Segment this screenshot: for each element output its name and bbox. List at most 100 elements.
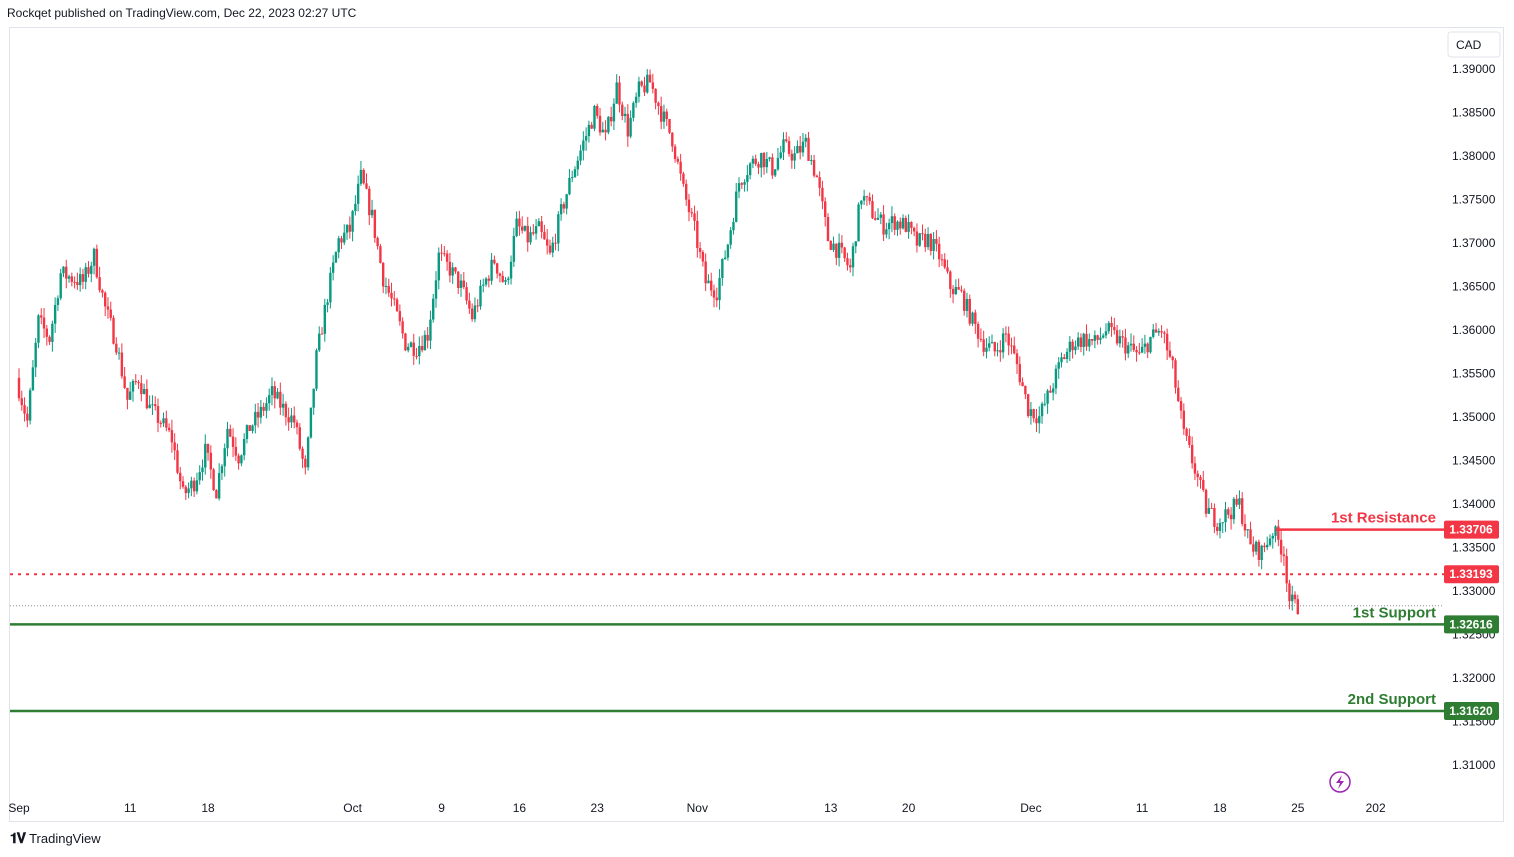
candle-body bbox=[965, 298, 969, 311]
candle-body bbox=[910, 221, 913, 228]
candle-body bbox=[395, 299, 399, 312]
candle-body bbox=[1193, 463, 1197, 474]
candle-body bbox=[793, 153, 796, 161]
time-axis: Sep 11 18 Oct 9 16 23 Nov 13 20 Dec 11 18 25 202 bbox=[8, 801, 1386, 815]
candle-body bbox=[946, 267, 949, 272]
candle-body bbox=[849, 265, 852, 268]
y-tick-label: 1.33500 bbox=[1452, 541, 1496, 555]
candle-body bbox=[523, 225, 527, 231]
candle-body bbox=[504, 279, 507, 282]
x-tick-label: 11 bbox=[124, 801, 137, 815]
candle-body bbox=[131, 381, 135, 392]
candle-body bbox=[59, 273, 62, 299]
candle-body bbox=[354, 203, 357, 212]
candle-body bbox=[1274, 526, 1277, 536]
candle-body bbox=[209, 452, 213, 470]
candle-body bbox=[1213, 507, 1216, 527]
candle-body bbox=[879, 214, 882, 218]
candle-body bbox=[159, 422, 162, 424]
candle-body bbox=[390, 292, 393, 299]
candle-body bbox=[629, 117, 632, 137]
candle-body bbox=[398, 311, 402, 322]
x-tick-label: 11 bbox=[1136, 801, 1149, 815]
candle-body bbox=[393, 298, 396, 300]
x-tick-label: Nov bbox=[687, 801, 708, 815]
candle-body bbox=[381, 262, 385, 287]
candle-body bbox=[167, 427, 171, 431]
candle-body bbox=[262, 406, 265, 411]
candle-body bbox=[323, 304, 326, 334]
candle-body bbox=[537, 221, 541, 227]
candle-body bbox=[824, 201, 827, 218]
candle-body bbox=[1282, 554, 1286, 557]
candle-body bbox=[1038, 416, 1041, 424]
candle-body bbox=[251, 425, 254, 431]
candle-body bbox=[829, 241, 832, 250]
candle-body bbox=[95, 248, 99, 278]
candle-body bbox=[587, 124, 591, 137]
candle-body bbox=[1249, 529, 1252, 545]
currency-badge[interactable]: CAD bbox=[1447, 31, 1501, 58]
candle-body bbox=[223, 448, 226, 467]
candle-body bbox=[507, 278, 510, 280]
candle-body bbox=[1257, 541, 1261, 560]
candle-body bbox=[1076, 337, 1080, 347]
candle-body bbox=[1065, 351, 1069, 360]
candle-body bbox=[409, 342, 413, 347]
candle-body bbox=[1252, 544, 1255, 552]
candle-body bbox=[1266, 544, 1269, 548]
candle-body bbox=[526, 225, 529, 243]
candle-body bbox=[757, 164, 760, 168]
candle-body bbox=[718, 277, 721, 301]
lightning-icon[interactable] bbox=[1329, 771, 1351, 793]
candle-body bbox=[40, 315, 43, 318]
candle-body bbox=[165, 418, 168, 428]
candle-body bbox=[882, 214, 885, 235]
candle-body bbox=[1085, 333, 1088, 347]
candle-body bbox=[81, 274, 85, 282]
candle-body bbox=[893, 216, 896, 230]
candle-body bbox=[1004, 333, 1008, 335]
candle-body bbox=[915, 231, 919, 246]
candle-body bbox=[84, 267, 87, 282]
candle-body bbox=[996, 350, 999, 352]
candle-body bbox=[1174, 360, 1177, 388]
candle-body bbox=[337, 238, 340, 253]
footer-brand[interactable]: TradingView bbox=[29, 831, 101, 846]
candle-body bbox=[754, 158, 757, 165]
candle-body bbox=[476, 305, 479, 307]
x-tick-label: 18 bbox=[201, 801, 215, 815]
x-tick-label: Oct bbox=[343, 801, 362, 815]
candle-body bbox=[693, 213, 696, 221]
candle-body bbox=[212, 469, 215, 491]
tradingview-logo-icon[interactable]: 𝟏𝐕 bbox=[10, 830, 26, 846]
candle-body bbox=[134, 381, 137, 383]
candle-body bbox=[896, 221, 899, 230]
candle-body bbox=[1135, 349, 1138, 353]
candle-body bbox=[1015, 353, 1019, 365]
candle-body bbox=[765, 159, 769, 168]
candle-body bbox=[34, 342, 37, 368]
candle-body bbox=[1279, 539, 1283, 555]
candle-body bbox=[23, 405, 26, 414]
candle-body bbox=[284, 403, 288, 418]
candle-body bbox=[115, 343, 118, 353]
candle-body bbox=[1143, 343, 1147, 347]
candle-body bbox=[612, 103, 616, 122]
candle-body bbox=[562, 204, 566, 209]
candle-body bbox=[348, 224, 352, 232]
candle-body bbox=[78, 274, 82, 286]
candle-body bbox=[192, 480, 196, 492]
candle-body bbox=[876, 217, 880, 220]
candle-body bbox=[1046, 390, 1049, 404]
candle-body bbox=[976, 324, 980, 339]
candle-body bbox=[979, 338, 983, 340]
candle-body bbox=[634, 96, 638, 103]
candle-body bbox=[1024, 386, 1027, 395]
candle-body bbox=[67, 276, 71, 279]
candle-body bbox=[821, 187, 824, 202]
y-tick-label: 1.36000 bbox=[1452, 323, 1496, 337]
candle-body bbox=[1177, 387, 1180, 402]
candle-body bbox=[412, 342, 415, 356]
